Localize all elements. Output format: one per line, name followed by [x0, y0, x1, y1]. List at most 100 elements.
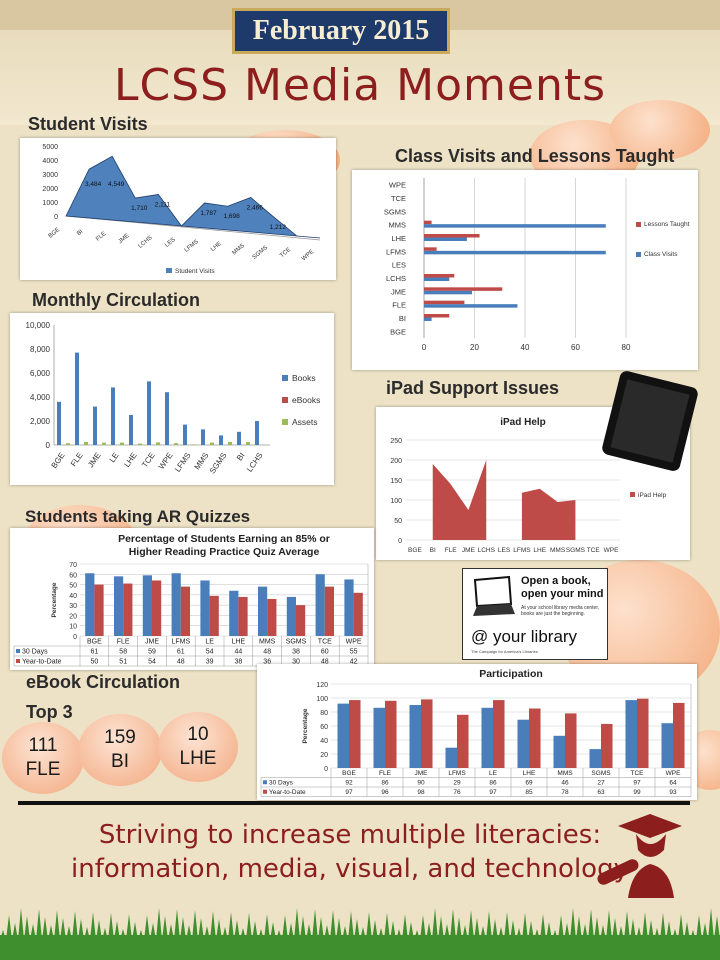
- legend-label: Student Visits: [175, 268, 215, 275]
- bar-lessons-taught: [424, 300, 465, 305]
- x-tick-label: 60: [571, 343, 580, 352]
- ebook-count: 10: [187, 724, 209, 745]
- data-label: 27: [597, 780, 605, 787]
- ebook-count: 159: [104, 727, 136, 748]
- data-label: 98: [417, 789, 425, 796]
- bar-class-visits: [424, 317, 432, 321]
- x-tick-label: BGE: [50, 451, 67, 470]
- bar-30-days: [373, 707, 385, 768]
- ad-headline-line-2: open your mind: [521, 588, 604, 600]
- x-tick-label: TCE: [631, 770, 645, 777]
- bar-year-to-date: [601, 723, 613, 768]
- bar-assets: [174, 443, 178, 445]
- data-label: 58: [119, 649, 127, 656]
- data-label: 4,549: [108, 181, 125, 188]
- bar-lessons-taught: [424, 274, 455, 278]
- chart-title: iPad Help: [500, 417, 546, 428]
- participation-chart-panel: Participation 0 20 40 60 80 100 120 Percentage BG…: [257, 664, 697, 800]
- data-label: 50: [91, 659, 99, 666]
- chart-title: Percentage of Students Earning an 85% or: [118, 533, 330, 545]
- x-tick-label: WPE: [666, 770, 681, 777]
- library-ad: Open a book, open your mind At your schoo…: [462, 568, 608, 660]
- x-tick-label: FLE: [95, 231, 107, 243]
- student-visits-area: [65, 155, 321, 239]
- bar-books: [129, 415, 133, 445]
- data-label: 90: [417, 780, 425, 787]
- bar-30-days: [409, 705, 421, 768]
- chart-title: Higher Reading Practice Quiz Average: [129, 546, 320, 558]
- y-tick-label: 0: [324, 766, 328, 773]
- data-label: 42: [350, 659, 358, 666]
- data-label: 78: [561, 789, 569, 796]
- bar-30-days: [445, 747, 457, 768]
- x-tick-label: LES: [498, 547, 511, 554]
- x-tick-label: LE: [108, 451, 121, 464]
- x-tick-label: FLE: [445, 547, 458, 554]
- y-tick-label: 80: [320, 710, 328, 717]
- y-tick-label: 0: [54, 214, 58, 221]
- bar-books: [219, 435, 223, 445]
- data-label: 61: [177, 649, 185, 656]
- slogan-line-2: information, media, visual, and technolo…: [71, 854, 629, 884]
- bar-lessons-taught: [424, 314, 450, 318]
- bar-lessons-taught: [424, 287, 503, 291]
- x-tick-label: LFMS: [173, 451, 193, 474]
- legend-swatch: [263, 780, 267, 785]
- x-tick-label: LFMS: [184, 239, 200, 254]
- data-label: 76: [453, 789, 461, 796]
- ar-quizzes-chart-panel: Percentage of Students Earning an 85% or…: [10, 528, 374, 670]
- section-title-top3: Top 3: [26, 702, 73, 722]
- data-label: 1,787: [200, 210, 217, 217]
- y-tick-label: 10,000: [26, 321, 51, 330]
- bar-year-to-date: [493, 700, 505, 768]
- data-label: 97: [633, 780, 641, 787]
- laptop-icon: [473, 575, 515, 616]
- y-tick-label: 2000: [42, 186, 58, 193]
- data-label: 38: [292, 649, 300, 656]
- bar-assets: [228, 442, 232, 445]
- x-tick-label: JME: [86, 451, 103, 469]
- bar-30-days: [113, 576, 124, 636]
- x-tick-label: JME: [145, 639, 159, 646]
- bar-books: [93, 406, 97, 445]
- legend-swatch: [282, 375, 288, 381]
- legend-swatch: [282, 419, 288, 425]
- y-tick-label: LFMS: [386, 247, 406, 256]
- bar-year-to-date: [180, 586, 191, 636]
- ebook-school: FLE: [25, 759, 61, 780]
- bar-30-days: [517, 719, 529, 768]
- monthly-circulation-chart-panel: 0 2,000 4,000 6,000 8,000 10,000 BGE FLE JME LE LH…: [10, 313, 334, 485]
- bar-year-to-date: [94, 584, 104, 636]
- x-tick-label: TCE: [587, 547, 601, 554]
- x-tick-label: LHE: [122, 451, 138, 469]
- x-tick-label: LE: [489, 770, 498, 777]
- data-label: 2,111: [155, 201, 171, 208]
- data-label: 38: [235, 659, 243, 666]
- data-label: 39: [206, 659, 214, 666]
- x-tick-label: MMS: [550, 547, 566, 554]
- bar-assets: [138, 443, 142, 445]
- data-label: 99: [633, 789, 641, 796]
- x-tick-label: 20: [470, 343, 479, 352]
- x-tick-label: JME: [415, 770, 429, 777]
- y-tick-label: 100: [390, 498, 402, 505]
- legend-swatch: [16, 649, 20, 653]
- data-label: 59: [148, 649, 156, 656]
- bar-30-days: [337, 703, 349, 768]
- x-tick-label: WPE: [604, 547, 619, 554]
- x-tick-label: SGMS: [252, 245, 269, 261]
- bar-30-days: [171, 573, 181, 636]
- bar-year-to-date: [353, 592, 363, 636]
- bar-30-days: [142, 575, 152, 636]
- footer-slogan: Striving to increase multiple literacies…: [70, 818, 630, 886]
- bar-assets: [120, 442, 124, 445]
- data-label: 1,212: [270, 224, 287, 231]
- x-tick-label: BGE: [342, 770, 356, 777]
- ipad-help-chart-panel: iPad Help 0 50 100 150 200 250 BGE BI FLE JME LCHS L…: [376, 407, 690, 560]
- data-label: 44: [235, 649, 243, 656]
- bar-lessons-taught: [424, 234, 480, 238]
- bar-30-days: [286, 596, 296, 636]
- ipad-help-area: [521, 488, 576, 540]
- y-tick-label: 50: [394, 518, 402, 525]
- x-tick-label: TCE: [318, 639, 332, 646]
